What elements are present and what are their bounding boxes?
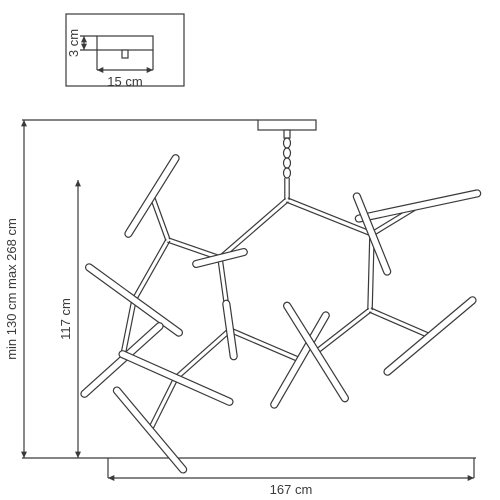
inset-diagram: 15 cm 3 cm — [66, 14, 184, 89]
svg-text:min 130 cm max 268 cm: min 130 cm max 268 cm — [4, 218, 19, 360]
svg-text:117 cm: 117 cm — [58, 298, 73, 340]
light-tubes — [80, 153, 482, 474]
svg-text:3 cm: 3 cm — [66, 29, 81, 57]
main-diagram: min 130 cm max 268 cm 117 cm 167 cm — [4, 120, 481, 497]
svg-text:167 cm: 167 cm — [270, 482, 313, 497]
svg-text:15 cm: 15 cm — [107, 74, 142, 89]
